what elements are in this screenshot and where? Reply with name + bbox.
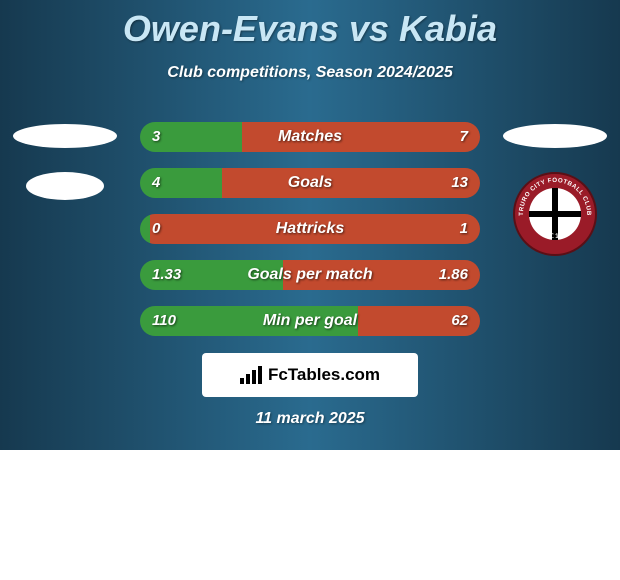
club-badge-svg: TRURO CITY FOOTBALL CLUB EST. 1889 — [513, 172, 597, 256]
fctables-watermark: FcTables.com — [202, 353, 418, 397]
page-title: Owen-Evans vs Kabia — [0, 0, 620, 50]
stats-rows: 37Matches 413Goals 01Hattricks 1.331.86Goal… — [140, 122, 480, 352]
stat-category-label: Matches — [140, 122, 480, 152]
club-logo-placeholder — [26, 172, 104, 200]
comparison-panel: Owen-Evans vs Kabia Club competitions, S… — [0, 0, 620, 450]
right-player-badges: TRURO CITY FOOTBALL CLUB EST. 1889 — [500, 118, 610, 256]
stat-row: 413Goals — [140, 168, 480, 198]
subtitle: Club competitions, Season 2024/2025 — [0, 64, 620, 82]
stat-row: 37Matches — [140, 122, 480, 152]
chart-icon — [240, 366, 262, 384]
left-player-badges — [10, 118, 120, 224]
stat-row: 1.331.86Goals per match — [140, 260, 480, 290]
stat-category-label: Goals — [140, 168, 480, 198]
date-label: 11 march 2025 — [0, 410, 620, 428]
player-photo-placeholder — [503, 124, 607, 148]
watermark-text: FcTables.com — [268, 365, 380, 385]
stat-category-label: Goals per match — [140, 260, 480, 290]
stat-category-label: Min per goal — [140, 306, 480, 336]
player-photo-placeholder — [13, 124, 117, 148]
stat-row: 01Hattricks — [140, 214, 480, 244]
stat-category-label: Hattricks — [140, 214, 480, 244]
club-badge: TRURO CITY FOOTBALL CLUB EST. 1889 — [513, 172, 597, 256]
stat-row: 11062Min per goal — [140, 306, 480, 336]
